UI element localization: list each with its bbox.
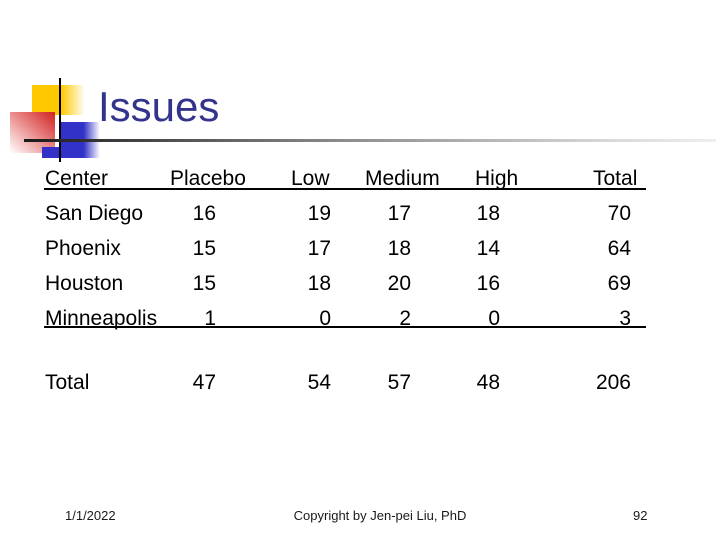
row-label: Phoenix: [45, 237, 121, 260]
table-header-row: Center Placebo Low Medium High Total: [44, 165, 646, 195]
header-underline: [44, 188, 646, 190]
cell-value: 0: [319, 307, 331, 330]
cell-value: 17: [307, 237, 331, 260]
cell-value: 1: [204, 307, 216, 330]
decoration-red-square: [10, 112, 55, 153]
footer-copyright: Copyright by Jen-pei Liu, PhD: [293, 508, 467, 523]
column-header-center: Center: [45, 167, 109, 190]
cell-value: 18: [387, 237, 411, 260]
slide-title: Issues: [98, 83, 220, 130]
footer-date: 1/1/2022: [65, 508, 116, 523]
cell-value: 15: [192, 272, 216, 295]
column-header-placebo: Placebo: [170, 167, 246, 190]
total-value: 57: [387, 371, 411, 394]
cell-value: 15: [192, 237, 216, 260]
decoration-blue-small-square: [42, 147, 62, 158]
table-row: Houston 15 18 20 16 69: [44, 270, 646, 300]
table-row: San Diego 16 19 17 18 70: [44, 200, 646, 230]
cell-value: 69: [607, 272, 631, 295]
cell-value: 18: [307, 272, 331, 295]
title-underline-rule: [24, 139, 716, 142]
cell-value: 3: [619, 307, 631, 330]
total-value: 48: [476, 371, 500, 394]
table-total-row: Total 47 54 57 48 206: [44, 369, 646, 399]
row-label: Minneapolis: [45, 307, 158, 330]
total-value: 54: [307, 371, 331, 394]
cell-value: 17: [387, 202, 411, 225]
table-row: Minneapolis 1 0 2 0 3: [44, 305, 646, 335]
cell-value: 16: [192, 202, 216, 225]
cell-value: 2: [399, 307, 411, 330]
cell-value: 14: [476, 237, 500, 260]
row-label: Houston: [45, 272, 124, 295]
cell-value: 18: [476, 202, 500, 225]
column-header-total: Total: [593, 167, 638, 190]
row-label: San Diego: [45, 202, 144, 225]
body-underline: [44, 326, 646, 328]
cell-value: 64: [607, 237, 631, 260]
cell-value: 0: [488, 307, 500, 330]
decoration-vertical-line: [59, 78, 61, 162]
total-label: Total: [45, 371, 90, 394]
column-header-high: High: [475, 167, 519, 190]
cell-value: 16: [476, 272, 500, 295]
table-row: Phoenix 15 17 18 14 64: [44, 235, 646, 265]
column-header-medium: Medium: [365, 167, 440, 190]
total-value: 206: [595, 371, 631, 394]
total-value: 47: [192, 371, 216, 394]
cell-value: 70: [607, 202, 631, 225]
data-table: Center Placebo Low Medium High Total San Diego…: [44, 163, 646, 408]
cell-value: 19: [307, 202, 331, 225]
cell-value: 20: [387, 272, 411, 295]
column-header-low: Low: [291, 167, 330, 190]
page-number: 92: [633, 508, 648, 523]
decoration-yellow-square: [32, 85, 85, 115]
